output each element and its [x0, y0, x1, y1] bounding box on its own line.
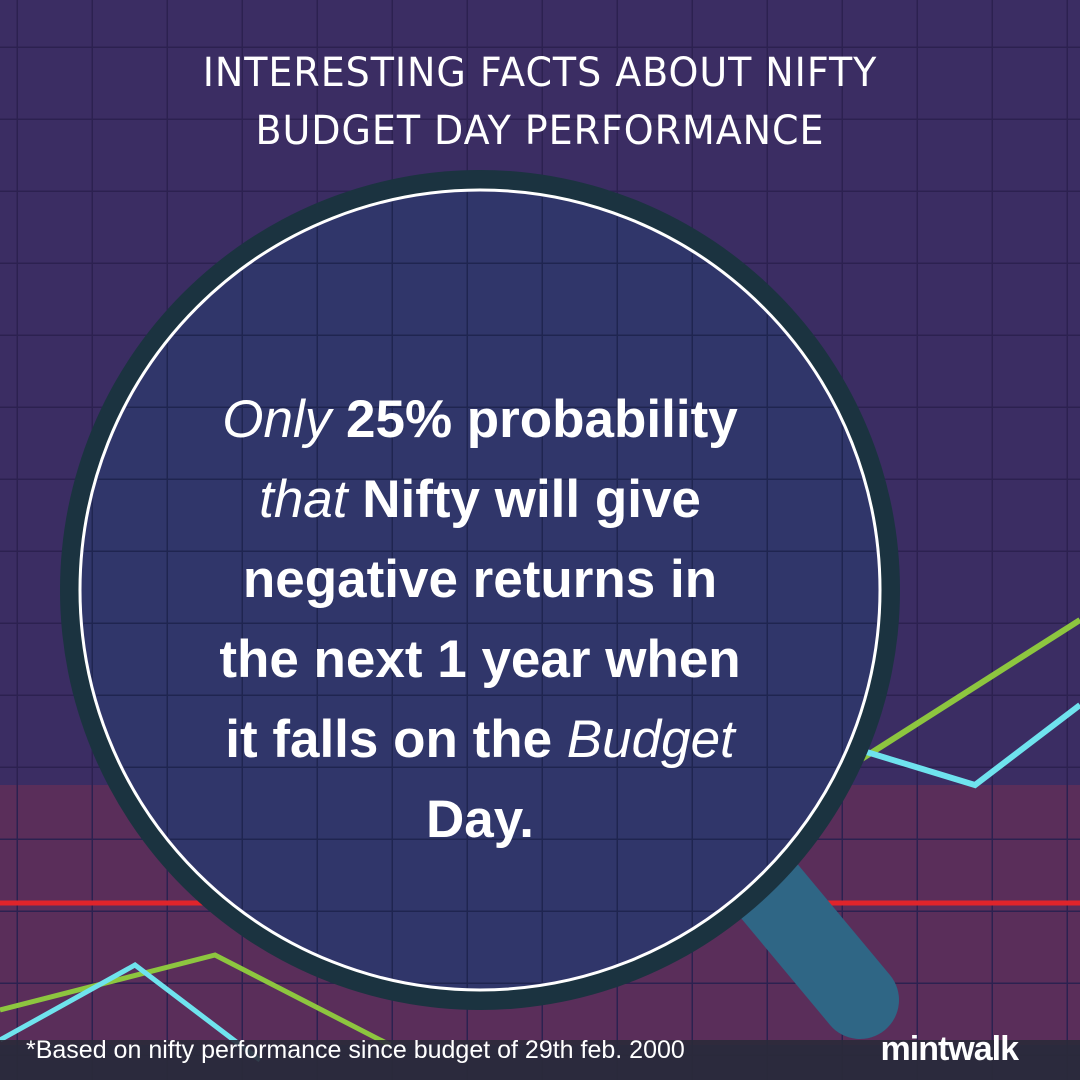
- text-run: the next 1 year when: [219, 630, 741, 689]
- text-run: Budget: [566, 710, 735, 769]
- text-line: the next 1 year when: [130, 620, 830, 700]
- text-line: Only 25% probability: [130, 380, 830, 460]
- green-line: [858, 617, 1080, 763]
- cyan-line: [859, 702, 1080, 789]
- green-line: [0, 952, 392, 1048]
- title-line: BUDGET DAY PERFORMANCE: [255, 108, 825, 154]
- text-run: Only: [222, 390, 332, 449]
- text-run: it falls on the: [225, 710, 567, 769]
- magnifier-handle: [721, 841, 899, 1039]
- title-line: INTERESTING FACTS ABOUT NIFTY: [202, 50, 878, 96]
- main-text: Only 25% probability that Nifty will give…: [130, 380, 830, 860]
- text-run: negative returns in: [242, 550, 718, 609]
- footer-bar: [0, 1040, 1080, 1080]
- text-run: 25% probability: [331, 390, 738, 449]
- text-line: negative returns in: [130, 540, 830, 620]
- title: INTERESTING FACTS ABOUT NIFTY BUDGET DAY …: [0, 44, 1080, 160]
- cyan-line: [0, 962, 262, 1062]
- text-run: Day.: [425, 790, 535, 849]
- footnote: *Based on nifty performance since budget…: [26, 1036, 685, 1064]
- logo: mintwalk: [880, 1030, 1019, 1068]
- text-line: it falls on the Budget: [130, 700, 830, 780]
- text-run: Nifty will give: [347, 470, 701, 529]
- text-run: that: [259, 470, 348, 529]
- text-line: that Nifty will give: [130, 460, 830, 540]
- text-line: Day.: [130, 780, 830, 860]
